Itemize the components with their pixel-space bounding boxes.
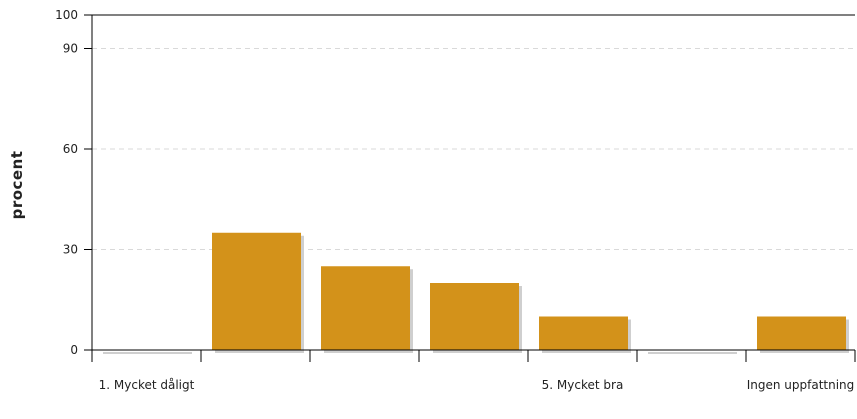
y-tick-label: 60 <box>63 142 78 156</box>
axes <box>84 14 856 362</box>
x-tick-label: 5. Mycket bra <box>542 378 624 392</box>
y-tick-label: 90 <box>63 42 78 56</box>
x-tick-label: Ingen uppfattning <box>747 378 855 392</box>
y-tick-label: 100 <box>55 8 78 22</box>
bar-zero <box>648 352 737 354</box>
bars <box>103 232 849 354</box>
bar <box>539 316 628 350</box>
bar <box>757 316 846 350</box>
grid-lines <box>92 48 855 250</box>
y-axis-label: procent <box>8 151 26 220</box>
bar-zero <box>103 352 192 354</box>
y-tick-label: 30 <box>63 243 78 257</box>
y-tick-label: 0 <box>70 343 78 357</box>
tick-labels: 0 30 60 90 100 1. Mycket dåligt 5. Mycket bra I… <box>55 8 854 392</box>
x-tick-label: 1. Mycket dåligt <box>99 378 195 392</box>
bar <box>212 232 301 350</box>
bar <box>321 266 410 350</box>
bar <box>430 283 519 350</box>
